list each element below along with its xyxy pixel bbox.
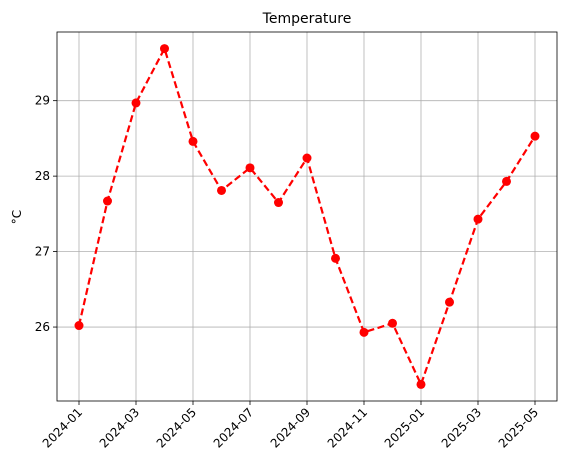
data-point [445, 298, 454, 307]
data-point [531, 132, 540, 141]
data-point [502, 177, 511, 186]
data-point [246, 163, 255, 172]
data-point [274, 198, 283, 207]
data-point [388, 319, 397, 328]
data-point [360, 328, 369, 337]
data-point [189, 137, 198, 146]
data-point [160, 44, 169, 53]
data-point [331, 254, 340, 263]
data-point [75, 321, 84, 330]
data-point [132, 98, 141, 107]
y-tick-label: 29 [35, 94, 50, 108]
data-point [303, 154, 312, 163]
data-point [417, 380, 426, 389]
y-axis-label: °C [10, 210, 24, 224]
y-tick-label: 26 [35, 320, 50, 334]
data-point [103, 197, 112, 206]
data-point [217, 186, 226, 195]
data-point [474, 215, 483, 224]
chart-title: Temperature [262, 11, 352, 27]
y-tick-label: 27 [35, 245, 50, 259]
y-tick-label: 28 [35, 169, 50, 183]
